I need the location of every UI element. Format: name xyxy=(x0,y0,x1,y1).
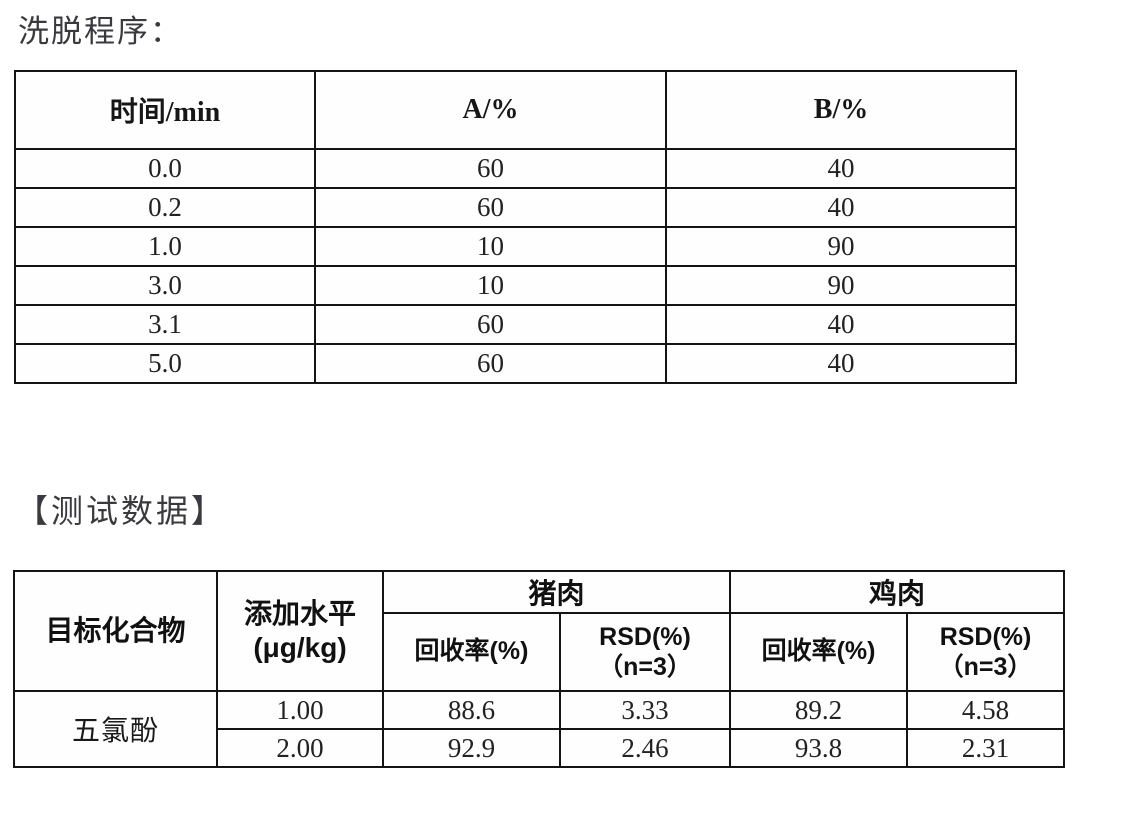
table-cell-rsd-chicken: 4.58 xyxy=(906,690,1066,730)
table-row: 1.0 10 90 xyxy=(14,226,1017,267)
table-row: 0.2 60 40 xyxy=(14,187,1017,228)
group-header-chicken: 鸡肉 xyxy=(729,570,1066,614)
column-header-recovery-chicken: 回收率(%) xyxy=(729,612,909,692)
group-header-pork: 猪肉 xyxy=(381,570,732,614)
table-cell-a: 60 xyxy=(314,148,667,189)
table-cell-recovery-pork: 88.6 xyxy=(382,690,561,730)
table-cell-a: 60 xyxy=(314,304,667,345)
test-header-band-row: 目标化合物 添加水平 (μg/kg) 猪肉 鸡肉 xyxy=(13,570,1066,692)
table-cell-time: 5.0 xyxy=(14,343,316,384)
column-header-target-compound: 目标化合物 xyxy=(13,570,218,692)
table-row: 0.0 60 40 xyxy=(14,148,1017,189)
rsd-label-line1: RSD(%) xyxy=(939,623,1032,651)
table-cell-level: 1.00 xyxy=(216,690,384,730)
column-header-rsd-pork: RSD(%) （n=3） xyxy=(558,612,732,692)
table-cell-rsd-pork: 3.33 xyxy=(558,690,732,730)
table-cell-a: 10 xyxy=(314,226,667,267)
elution-header-row: 时间/min A/% B/% xyxy=(14,70,1017,150)
table-cell-time: 0.2 xyxy=(14,187,316,228)
table-row: 3.1 60 40 xyxy=(14,304,1017,345)
column-header-b-percent: B/% xyxy=(665,70,1017,150)
table-cell-time: 0.0 xyxy=(14,148,316,189)
table-cell-rsd-chicken: 2.31 xyxy=(906,728,1066,768)
rsd-label-line2: （n=3） xyxy=(938,653,1033,681)
test-subheader-row: 回收率(%) RSD(%) （n=3） 回收率(%) RSD(%) （n=3） xyxy=(14,612,1066,692)
table-cell-b: 40 xyxy=(665,187,1017,228)
column-header-rsd-chicken: RSD(%) （n=3） xyxy=(906,612,1066,692)
test-data-table: 目标化合物 添加水平 (μg/kg) 猪肉 鸡肉 回收率(%) RSD(%) （… xyxy=(13,570,1066,768)
rsd-label-line2: （n=3） xyxy=(598,653,692,681)
table-row: 五氯酚 1.00 88.6 3.33 89.2 4.58 xyxy=(13,690,1066,768)
spike-level-label-line1: 添加水平 xyxy=(243,598,356,630)
table-cell-b: 90 xyxy=(665,226,1017,267)
column-header-time: 时间/min xyxy=(14,70,316,150)
table-cell-rsd-pork: 2.46 xyxy=(558,728,732,768)
elution-program-table: 时间/min A/% B/% 0.0 60 40 0.2 60 40 1.0 1… xyxy=(14,70,1017,384)
table-cell-recovery-chicken: 93.8 xyxy=(729,728,909,768)
table-cell-b: 40 xyxy=(665,343,1017,384)
table-cell-a: 10 xyxy=(314,265,667,306)
test-data-title: 【测试数据】 xyxy=(16,493,227,529)
table-cell-time: 1.0 xyxy=(14,226,316,267)
elution-program-title: 洗脱程序： xyxy=(18,14,183,49)
spike-level-label-line2: (μg/kg) xyxy=(253,632,347,663)
compound-name-cell: 五氯酚 xyxy=(13,690,218,768)
table-cell-a: 60 xyxy=(314,343,667,384)
table-cell-time: 3.1 xyxy=(14,304,316,345)
column-header-spike-level: 添加水平 (μg/kg) xyxy=(216,570,384,692)
table-row: 3.0 10 90 xyxy=(14,265,1017,306)
table-cell-level: 2.00 xyxy=(216,728,384,768)
table-row: 5.0 60 40 xyxy=(14,343,1017,384)
table-cell-b: 40 xyxy=(665,148,1017,189)
table-cell-b: 90 xyxy=(665,265,1017,306)
table-cell-b: 40 xyxy=(665,304,1017,345)
rsd-label-line1: RSD(%) xyxy=(599,623,691,651)
table-cell-recovery-pork: 92.9 xyxy=(382,728,561,768)
column-header-recovery-pork: 回收率(%) xyxy=(382,612,561,692)
column-header-a-percent: A/% xyxy=(314,70,667,150)
table-cell-recovery-chicken: 89.2 xyxy=(729,690,909,730)
table-cell-a: 60 xyxy=(314,187,667,228)
table-cell-time: 3.0 xyxy=(14,265,316,306)
table-row: 2.00 92.9 2.46 93.8 2.31 xyxy=(14,728,1066,768)
